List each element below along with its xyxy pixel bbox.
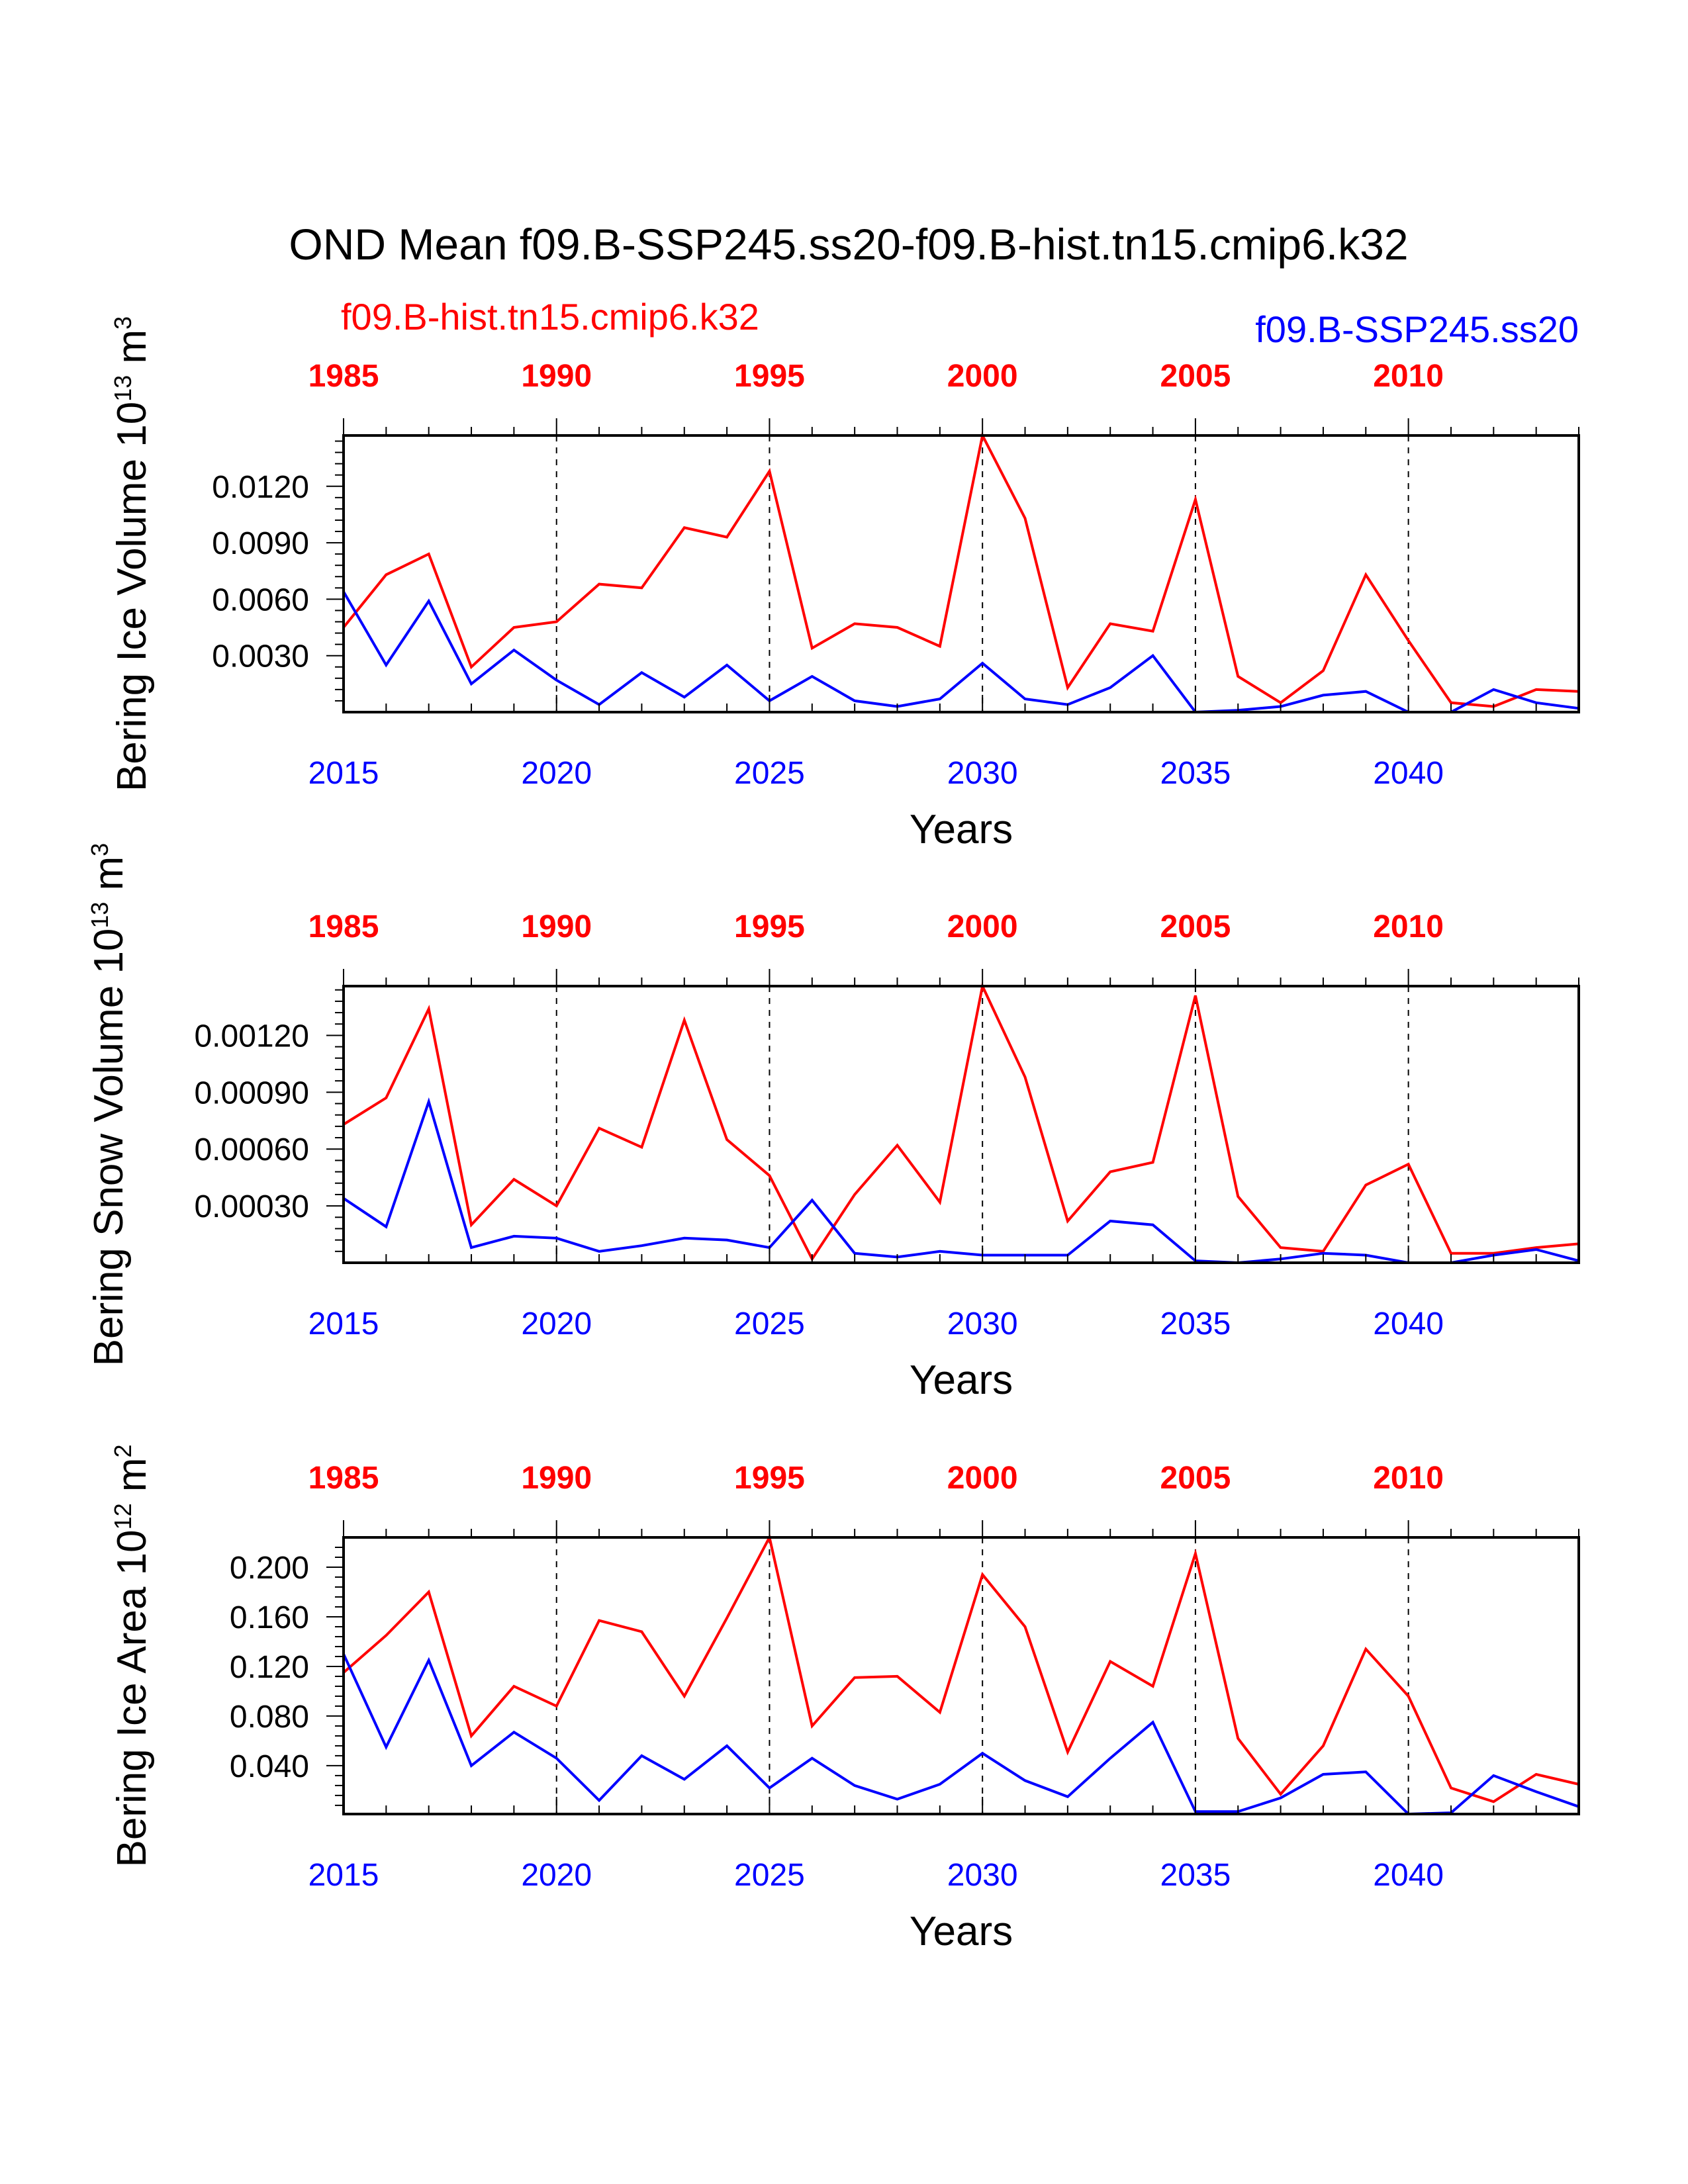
- series-line-ssp: [342, 1653, 1579, 1816]
- x-axis-title: Years: [910, 807, 1013, 852]
- y-axis-title-superscript: 12: [109, 1503, 136, 1529]
- y-tick-label: 0.0030: [212, 639, 309, 674]
- bottom-tick-label: 2040: [1373, 756, 1444, 791]
- top-tick-label: 2010: [1373, 359, 1444, 394]
- top-tick-label: 2010: [1373, 909, 1444, 944]
- top-tick-label: 2010: [1373, 1461, 1444, 1496]
- legend-ssp-label: f09.B-SSP245.ss20: [1255, 308, 1579, 350]
- bottom-tick-label: 2020: [521, 1306, 592, 1342]
- top-tick-label: 2005: [1160, 909, 1231, 944]
- y-axis-title-superscript: 3: [86, 843, 113, 856]
- top-tick-label: 1990: [521, 1461, 592, 1496]
- y-axis-title-part: Bering Ice Volume 10: [109, 402, 155, 792]
- top-tick-label: 2005: [1160, 1461, 1231, 1496]
- y-axis-title-part: m: [109, 330, 155, 375]
- y-axis-title: Bering Snow Volume 1013 m3: [86, 843, 132, 1367]
- bottom-tick-label: 2020: [521, 1858, 592, 1893]
- top-tick-label: 1985: [308, 1461, 379, 1496]
- bottom-tick-label: 2015: [308, 756, 379, 791]
- series-line-hist: [342, 432, 1579, 708]
- plot-frame: [342, 434, 1580, 713]
- panel-1: 2015 2020 2025 2030 2035 2040 1985 1990 1995 2000…: [109, 316, 1580, 852]
- y-tick-label: 0.120: [230, 1650, 309, 1685]
- y-axis-title-superscript: 13: [86, 902, 113, 929]
- top-tick-label: 2005: [1160, 359, 1231, 394]
- y-tick-label: 0.160: [230, 1600, 309, 1635]
- x-axis-title: Years: [910, 1357, 1013, 1403]
- bottom-tick-label: 2035: [1160, 756, 1231, 791]
- y-axis-title: Bering Ice Volume 1013 m3: [109, 316, 155, 792]
- bottom-tick-label: 2015: [308, 1858, 379, 1893]
- bottom-tick-label: 2025: [734, 756, 805, 791]
- panel-2: 2015 2020 2025 2030 2035 2040 1985 1990 1995 2000…: [86, 843, 1580, 1403]
- top-tick-label: 2000: [947, 909, 1018, 944]
- series-line-hist: [342, 981, 1579, 1262]
- y-axis-title-part: m: [109, 1458, 155, 1504]
- y-axis-title-superscript: 3: [109, 316, 136, 330]
- panel-3: 2015 2020 2025 2030 2035 2040 1985 1990 1995 2000…: [109, 1444, 1580, 1954]
- top-tick-label: 1985: [308, 359, 379, 394]
- y-tick-label: 0.040: [230, 1749, 309, 1784]
- bottom-tick-label: 2030: [947, 1306, 1018, 1342]
- bottom-tick-label: 2040: [1373, 1858, 1444, 1893]
- y-axis-title-superscript: 2: [109, 1444, 136, 1457]
- y-tick-label: 0.00090: [194, 1075, 309, 1111]
- y-tick-label: 0.00030: [194, 1189, 309, 1224]
- bottom-tick-label: 2035: [1160, 1858, 1231, 1893]
- y-axis-title-superscript: 13: [109, 375, 136, 402]
- y-axis-title-part: Bering Ice Area 10: [109, 1529, 155, 1867]
- y-tick-label: 0.00060: [194, 1132, 309, 1167]
- bottom-tick-label: 2035: [1160, 1306, 1231, 1342]
- x-axis-title: Years: [910, 1909, 1013, 1954]
- series-line-hist: [342, 1533, 1579, 1803]
- bottom-tick-label: 2025: [734, 1858, 805, 1893]
- y-tick-label: 0.0120: [212, 470, 309, 505]
- top-tick-label: 1995: [734, 359, 805, 394]
- y-axis-title-part: Bering Snow Volume 10: [86, 929, 132, 1367]
- panels: 2015 2020 2025 2030 2035 2040 1985 1990 1995 2000…: [86, 316, 1580, 1954]
- y-tick-label: 0.200: [230, 1551, 309, 1586]
- bottom-tick-label: 2015: [308, 1306, 379, 1342]
- top-tick-label: 1985: [308, 909, 379, 944]
- bottom-tick-label: 2040: [1373, 1306, 1444, 1342]
- plot-frame: [342, 985, 1580, 1264]
- y-tick-label: 0.0060: [212, 582, 309, 617]
- top-tick-label: 2000: [947, 359, 1018, 394]
- series-line-ssp: [342, 1097, 1579, 1265]
- bottom-tick-label: 2030: [947, 1858, 1018, 1893]
- series-line-ssp: [342, 590, 1579, 714]
- bottom-tick-label: 2020: [521, 756, 592, 791]
- y-tick-label: 0.0090: [212, 526, 309, 561]
- top-tick-label: 1995: [734, 909, 805, 944]
- bottom-tick-label: 2025: [734, 1306, 805, 1342]
- top-tick-label: 1990: [521, 359, 592, 394]
- y-tick-label: 0.080: [230, 1700, 309, 1735]
- top-tick-label: 1990: [521, 909, 592, 944]
- top-tick-label: 1995: [734, 1461, 805, 1496]
- y-tick-label: 0.00120: [194, 1019, 309, 1054]
- legend-hist-label: f09.B-hist.tn15.cmip6.k32: [341, 296, 759, 338]
- bottom-tick-label: 2030: [947, 756, 1018, 791]
- y-axis-title: Bering Ice Area 1012 m2: [109, 1444, 155, 1867]
- top-tick-label: 2000: [947, 1461, 1018, 1496]
- main-title: OND Mean f09.B-SSP245.ss20-f09.B-hist.tn…: [289, 220, 1408, 269]
- y-axis-title-part: m: [86, 856, 132, 902]
